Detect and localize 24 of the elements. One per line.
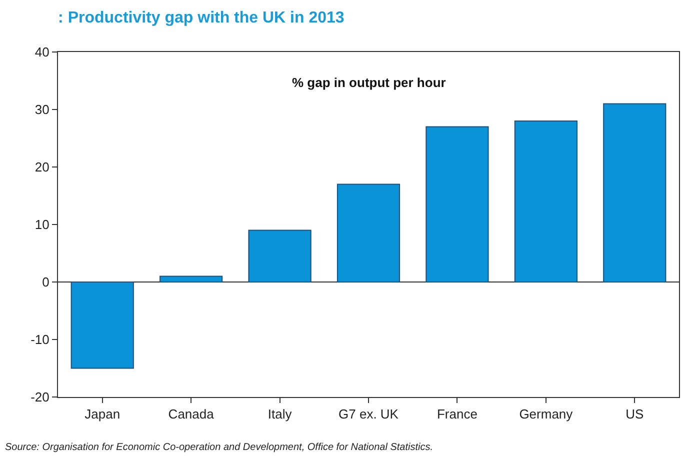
text: % gap in output per hour [292, 75, 446, 90]
x-tick-label: France [436, 406, 478, 422]
y-tick-label: -20 [30, 390, 50, 405]
y-tick-label: 40 [34, 44, 50, 60]
x-tick-label: G7 ex. UK [338, 406, 399, 422]
bar [603, 103, 666, 282]
bar [514, 120, 578, 282]
y-tick-label: -10 [30, 332, 50, 348]
bar [248, 230, 312, 282]
bar [426, 126, 489, 282]
chart-title: : Productivity gap with the UK in 2013 [58, 10, 344, 27]
x-tick-label: US [626, 406, 644, 422]
y-tick-label: 10 [34, 217, 50, 232]
bar [70, 282, 134, 369]
source-note: Source: Organisation for Economic Co-operation and Development, Office for National Statistics. [5, 442, 433, 453]
x-tick-label: Italy [268, 406, 292, 422]
bar [160, 276, 223, 282]
y-tick-label: 20 [34, 160, 50, 175]
y-tick-label: 0 [42, 274, 50, 290]
y-tick-label: 30 [34, 102, 50, 118]
x-tick-label: Japan [84, 406, 120, 422]
x-tick-label: Germany [519, 406, 574, 422]
x-tick-label: Canada [168, 406, 215, 422]
bar [336, 184, 400, 282]
